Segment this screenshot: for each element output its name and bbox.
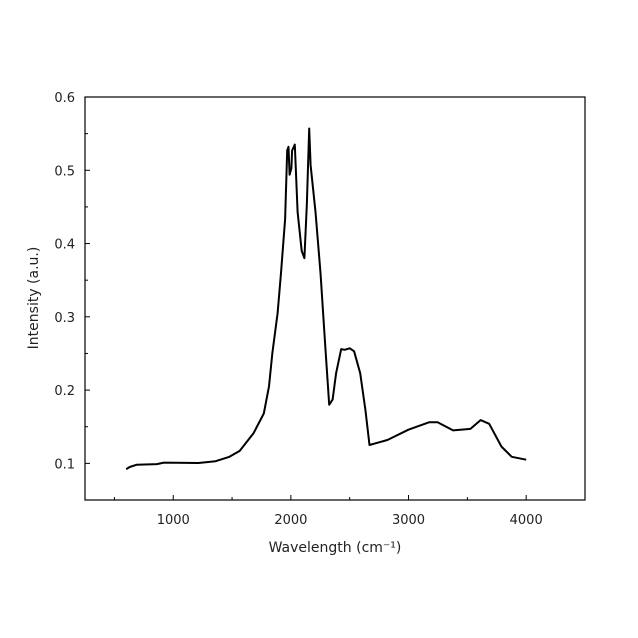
y-axis-title: Intensity (a.u.) — [26, 247, 42, 350]
x-tick-label: 1000 — [157, 513, 190, 528]
series-line-spectrum — [125, 127, 527, 471]
y-tick-label: 0.5 — [54, 164, 75, 179]
x-tick-labels: 1000 2000 3000 4000 — [157, 513, 543, 528]
x-axis-title: Wavelength (cm⁻¹) — [269, 540, 402, 556]
x-tick-label: 2000 — [274, 513, 307, 528]
y-tick-label: 0.2 — [54, 384, 75, 399]
x-tick-label: 4000 — [510, 513, 543, 528]
y-tick-label: 0.6 — [54, 91, 75, 106]
axis-ticks — [85, 96, 527, 500]
y-tick-label: 0.3 — [54, 311, 75, 326]
x-tick-label: 3000 — [392, 513, 425, 528]
y-tick-label: 0.4 — [54, 238, 75, 253]
y-tick-labels: 0.1 0.2 0.3 0.4 0.5 0.6 — [54, 91, 75, 472]
y-tick-label: 0.1 — [54, 457, 75, 472]
plot-frame — [84, 96, 586, 501]
